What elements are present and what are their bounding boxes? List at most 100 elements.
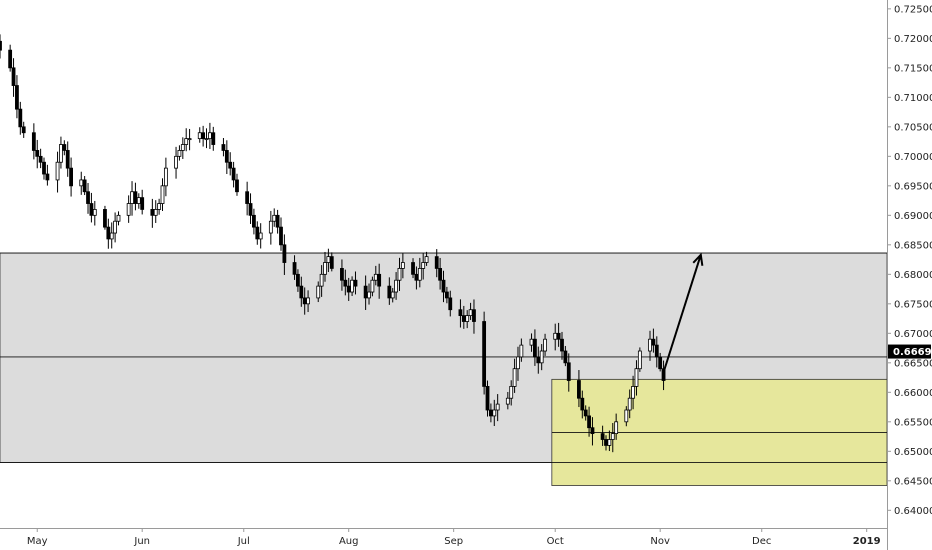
- candle-body-up: [59, 144, 63, 163]
- candle: [658, 352, 663, 372]
- candle: [79, 171, 84, 195]
- candle: [82, 176, 87, 196]
- candle-body-down: [140, 197, 145, 210]
- candle-body-up: [367, 291, 371, 299]
- candle: [587, 406, 591, 437]
- candle-body-down: [485, 386, 490, 411]
- candle-body-down: [45, 173, 50, 181]
- candle: [614, 413, 619, 440]
- candle: [231, 161, 236, 188]
- candle: [627, 389, 632, 419]
- candle: [0, 34, 2, 59]
- candle-body-down: [248, 203, 253, 216]
- candle: [272, 208, 277, 227]
- candle-body-down: [150, 209, 155, 216]
- candle-body-down: [38, 155, 43, 163]
- candle-body-down: [533, 338, 537, 358]
- time-tick-label: Aug: [339, 536, 359, 547]
- candle-body-down: [69, 167, 73, 187]
- candle-body-down: [62, 144, 67, 151]
- price-tick-label: 0.64500: [894, 476, 932, 487]
- candle-body-down: [302, 297, 307, 305]
- candle: [8, 44, 13, 72]
- candle-body-down: [211, 132, 216, 145]
- candle: [329, 252, 334, 272]
- candle-body-down: [461, 315, 466, 322]
- arrow-layer: [662, 252, 704, 373]
- candle-body-down: [279, 226, 283, 246]
- candle-body-down: [377, 273, 382, 287]
- candle: [651, 328, 656, 353]
- candle: [197, 127, 202, 143]
- candle: [252, 208, 256, 235]
- candle: [65, 141, 70, 177]
- price-tick-label: 0.71000: [894, 93, 932, 104]
- candle: [268, 210, 273, 245]
- candle: [319, 265, 324, 297]
- candle-body-down: [224, 150, 229, 163]
- candle-body-up: [648, 338, 652, 352]
- candle: [106, 218, 111, 249]
- arrow-head: [692, 252, 704, 266]
- price-tick-label: 0.69000: [894, 211, 932, 222]
- price-tick-label: 0.68000: [894, 270, 932, 281]
- candle-body-up: [624, 409, 629, 423]
- candle-body-down: [536, 356, 541, 364]
- candle: [444, 286, 449, 304]
- candle: [394, 272, 399, 300]
- candle: [563, 345, 568, 367]
- candle-body-down: [252, 214, 256, 228]
- axes-layer: [0, 0, 888, 550]
- candle-body-up: [184, 138, 189, 145]
- candle: [228, 152, 233, 176]
- candle-body-up: [394, 279, 399, 293]
- candle: [59, 136, 63, 169]
- candle-body-up: [187, 138, 192, 141]
- candle: [634, 360, 639, 396]
- candle: [35, 139, 40, 169]
- price-tick-label: 0.66500: [894, 358, 932, 369]
- last-price-marker: 0.66691: [888, 344, 932, 359]
- candle: [539, 344, 544, 371]
- candle: [441, 270, 446, 303]
- candle: [306, 290, 310, 313]
- price-tick-label: 0.65500: [894, 417, 932, 428]
- candle-body-down: [444, 291, 449, 299]
- candle-body-up: [323, 262, 327, 275]
- candle: [11, 58, 16, 97]
- candle-body-down: [228, 161, 233, 169]
- candle-body-up: [516, 356, 520, 370]
- candle-body-down: [296, 273, 300, 287]
- candle-body-up: [370, 279, 375, 293]
- candle-body-down: [441, 279, 446, 293]
- time-tick-label: Jul: [237, 536, 250, 547]
- time-tick-label: 2019: [853, 536, 881, 547]
- candle-body-up: [116, 214, 121, 222]
- candle: [157, 198, 162, 215]
- candle-body-down: [438, 268, 443, 281]
- candle: [211, 126, 216, 151]
- candle: [577, 370, 581, 408]
- candle-body-down: [235, 179, 239, 193]
- candle-body-down: [658, 356, 663, 370]
- candle-body-up: [350, 279, 354, 293]
- candle: [116, 211, 121, 226]
- candle: [31, 123, 36, 160]
- candle: [624, 406, 629, 427]
- price-tick-label: 0.67000: [894, 329, 932, 340]
- candle-body-up: [519, 344, 524, 358]
- candle: [400, 253, 405, 279]
- candle-body-up: [397, 268, 402, 281]
- candle: [343, 269, 348, 296]
- candle: [566, 353, 571, 392]
- candle: [533, 329, 537, 366]
- candle-body-down: [448, 297, 453, 311]
- candle-body-down: [31, 132, 36, 151]
- candle-body-down: [0, 40, 2, 51]
- candle-body-up: [610, 433, 615, 440]
- candle-body-up: [543, 338, 547, 352]
- candle-body-up: [55, 161, 60, 181]
- candle: [255, 221, 260, 245]
- price-tick-label: 0.68500: [894, 240, 932, 251]
- candle: [512, 358, 517, 393]
